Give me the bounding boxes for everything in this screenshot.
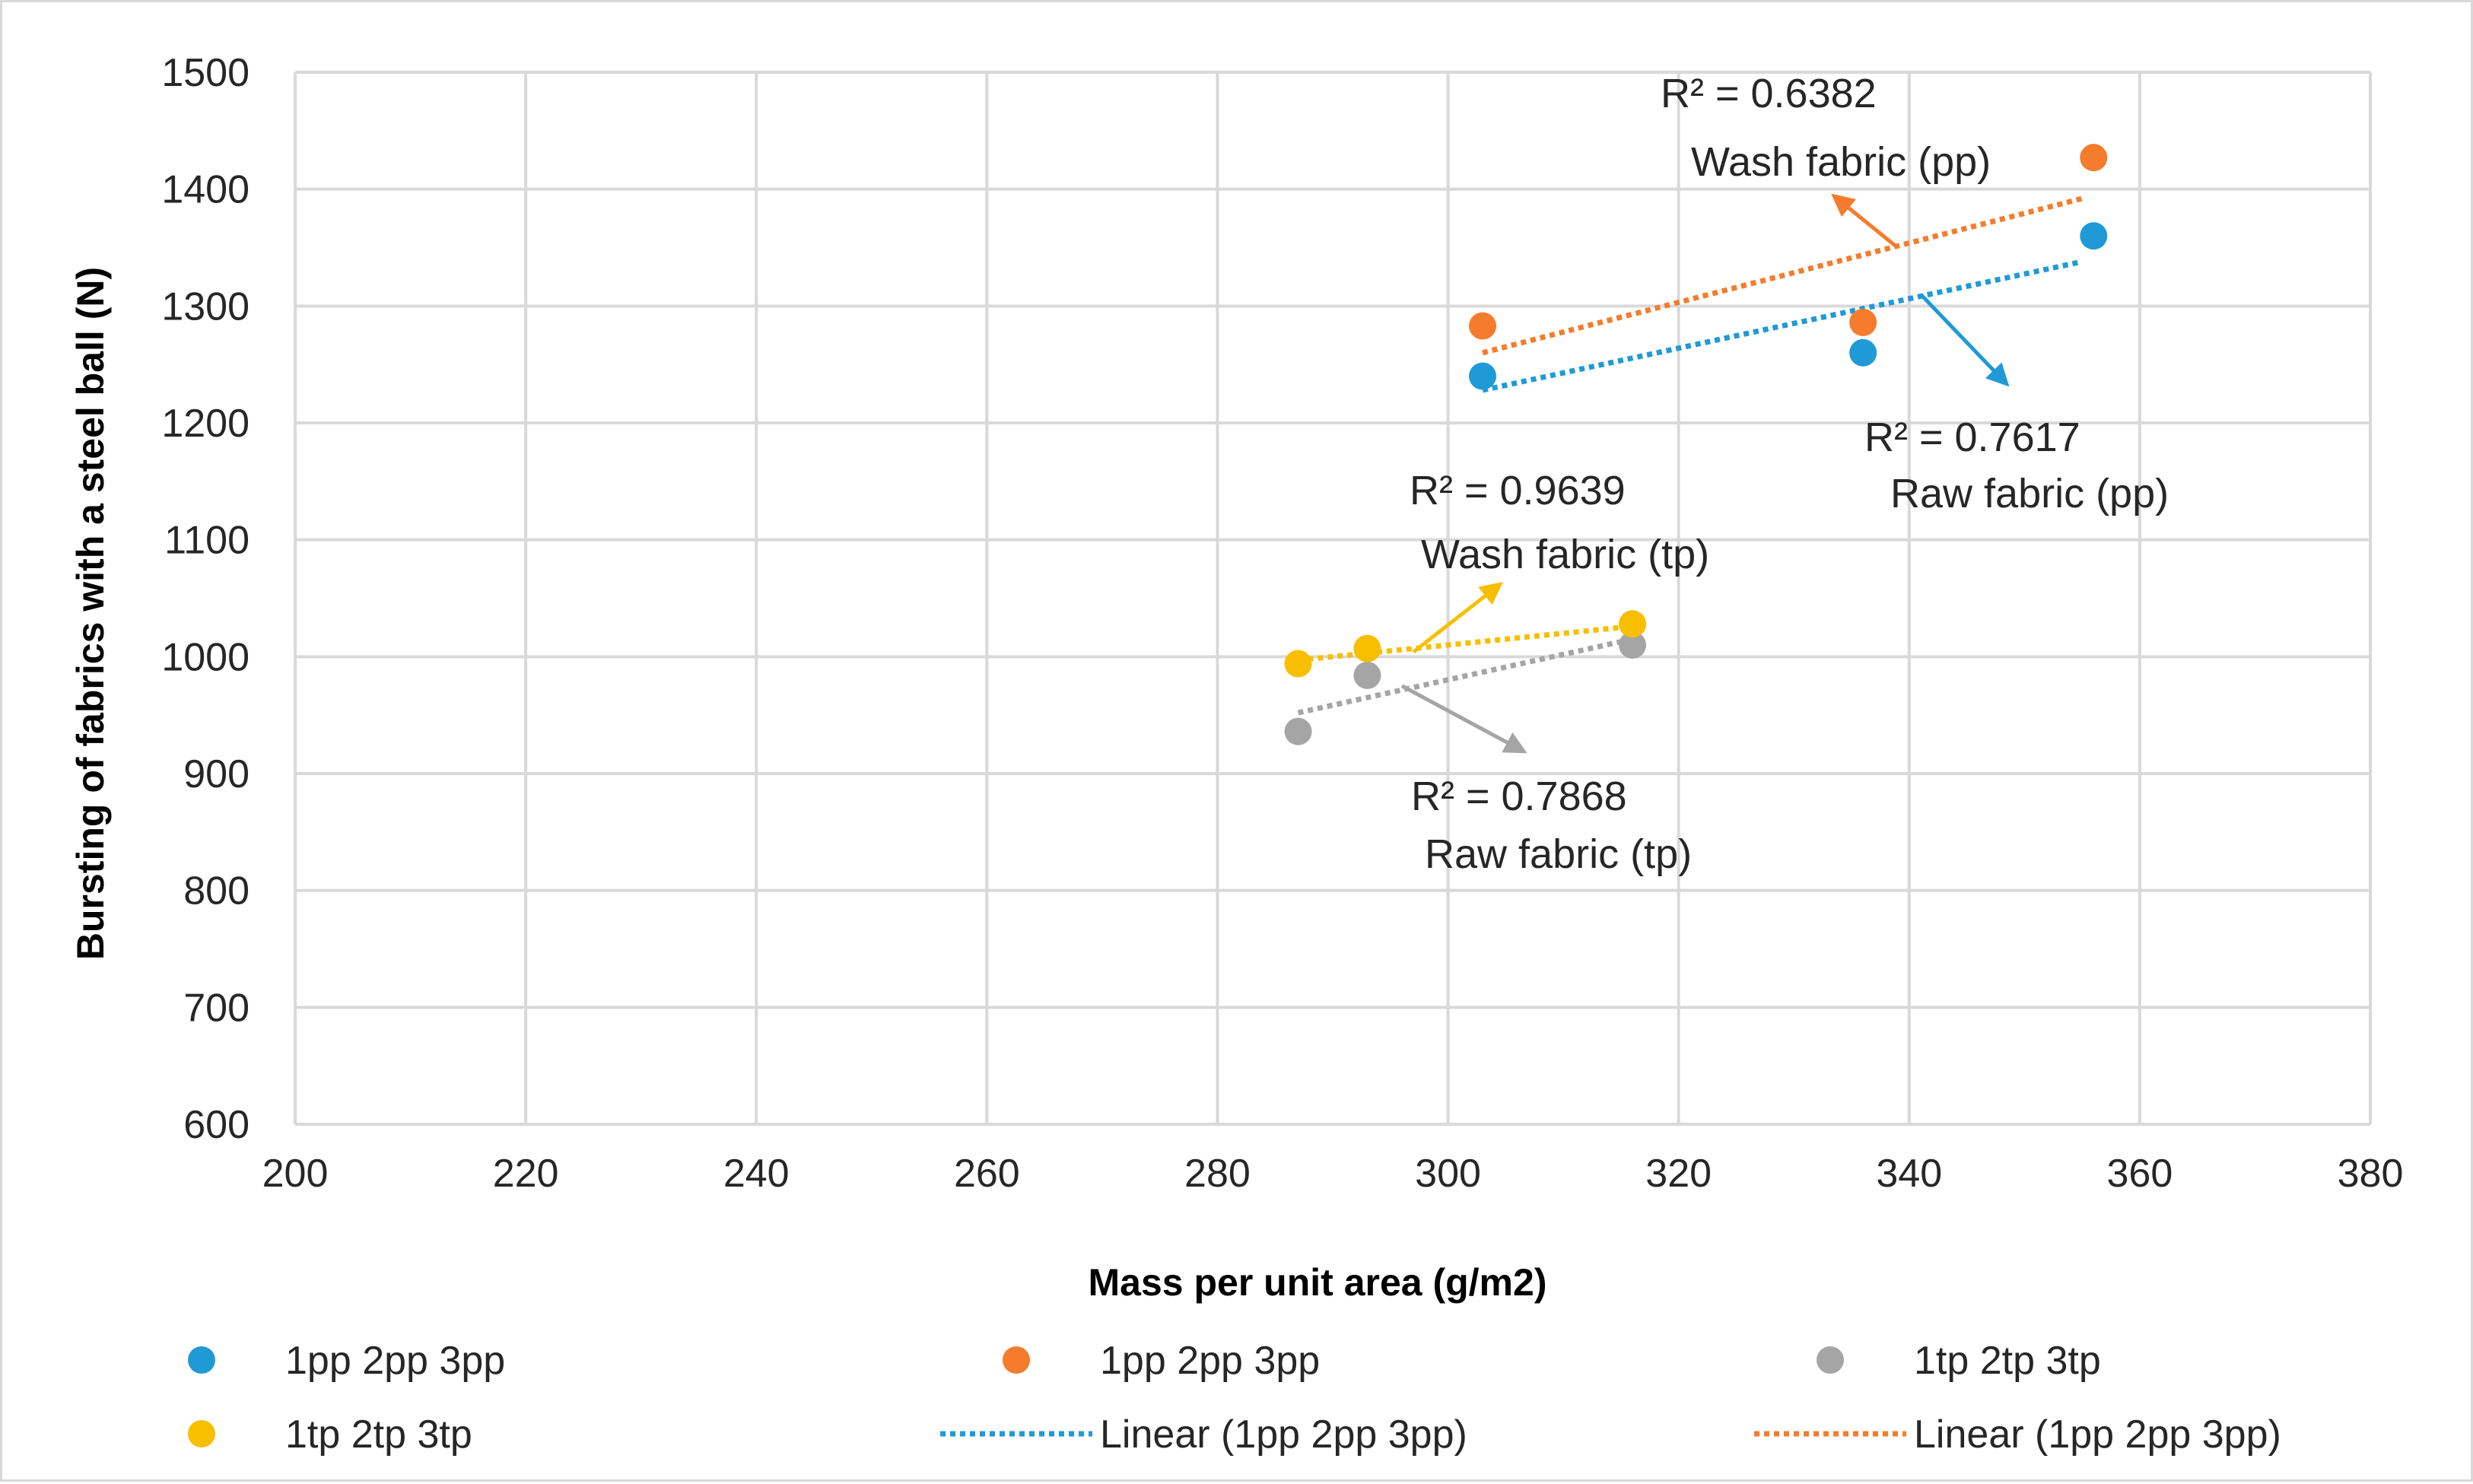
annotation-r2: R² = 0.7617 xyxy=(1864,415,2080,460)
annotations: R² = 0.6382 Wash fabric (pp) R² = 0.7617 Ra… xyxy=(1400,71,2169,877)
data-point xyxy=(2080,222,2108,250)
y-tick-label: 700 xyxy=(183,986,250,1030)
y-tick-label: 1100 xyxy=(164,519,250,563)
trendline xyxy=(1297,636,1633,716)
data-point xyxy=(1849,338,1877,367)
data-point xyxy=(1469,312,1497,340)
data-point xyxy=(1849,308,1877,336)
legend-marker xyxy=(1817,1346,1844,1374)
annotation-arrow xyxy=(1831,193,1899,249)
annotation-r2: R² = 0.7868 xyxy=(1411,774,1627,819)
legend: 1pp 2pp 3pp 1pp 2pp 3pp 1tp 2tp 3tp 1tp 2tp… xyxy=(188,1339,2281,1457)
x-tick-label: 320 xyxy=(1645,1152,1712,1196)
y-tick-label: 800 xyxy=(183,869,250,914)
y-tick-label: 1300 xyxy=(161,284,250,329)
data-points xyxy=(1284,144,2108,745)
data-point xyxy=(1353,634,1381,663)
legend-marker xyxy=(188,1346,215,1374)
x-axis-title: Mass per unit area (g/m2) xyxy=(1089,1261,1547,1304)
annotation-label: Raw fabric (tp) xyxy=(1425,831,1692,877)
trendlines xyxy=(1297,195,2083,716)
y-tick-label: 1400 xyxy=(161,168,250,212)
data-point xyxy=(2080,144,2108,172)
data-point xyxy=(1619,631,1647,659)
tick-labels: 200 220 240 260 280 300 320 340 360 380 600 700 800 9… xyxy=(161,51,2403,1196)
x-tick-label: 340 xyxy=(1876,1152,1942,1196)
annotation-label: Wash fabric (tp) xyxy=(1421,532,1709,577)
axis-titles: Mass per unit area (g/m2) Bursting of fa… xyxy=(69,267,1546,1304)
annotation-arrow xyxy=(1919,293,2010,387)
x-tick-label: 240 xyxy=(723,1152,790,1196)
x-tick-label: 220 xyxy=(493,1152,559,1196)
annotation-arrow xyxy=(1400,684,1527,754)
x-tick-label: 360 xyxy=(2107,1152,2173,1196)
trendline xyxy=(1482,259,2083,393)
x-tick-label: 200 xyxy=(262,1152,329,1196)
x-tick-label: 380 xyxy=(2338,1152,2404,1196)
legend-label: Linear (1pp 2pp 3pp) xyxy=(1100,1413,1467,1457)
legend-marker xyxy=(188,1420,215,1447)
annotation-r2: R² = 0.9639 xyxy=(1410,468,1626,513)
data-point xyxy=(1284,650,1312,678)
annotation-label: Wash fabric (pp) xyxy=(1691,139,1991,185)
y-tick-label: 900 xyxy=(183,752,250,796)
legend-marker xyxy=(1003,1346,1030,1374)
trendline xyxy=(1298,623,1633,663)
x-tick-label: 300 xyxy=(1415,1152,1481,1196)
annotation-r2: R² = 0.6382 xyxy=(1661,71,1877,116)
data-point xyxy=(1469,362,1497,390)
legend-label: 1pp 2pp 3pp xyxy=(285,1339,505,1383)
x-tick-label: 260 xyxy=(954,1152,1020,1196)
data-point xyxy=(1284,717,1312,745)
legend-label: 1pp 2pp 3pp xyxy=(1100,1339,1320,1383)
y-tick-label: 600 xyxy=(183,1103,250,1147)
y-tick-label: 1000 xyxy=(161,635,250,679)
trendline xyxy=(1482,195,2083,356)
legend-label: 1tp 2tp 3tp xyxy=(1914,1339,2101,1383)
gridlines xyxy=(294,71,2372,1126)
annotation-arrow xyxy=(1412,581,1503,654)
y-tick-label: 1200 xyxy=(161,402,250,446)
y-axis-title: Bursting of fabrics with a steel ball (N… xyxy=(69,267,112,960)
y-tick-label: 1500 xyxy=(161,51,250,95)
legend-label: 1tp 2tp 3tp xyxy=(285,1413,472,1457)
x-tick-label: 280 xyxy=(1184,1152,1251,1196)
data-point xyxy=(1353,661,1381,689)
legend-label: Linear (1pp 2pp 3pp) xyxy=(1914,1413,2281,1457)
data-point xyxy=(1619,610,1647,638)
annotation-label: Raw fabric (pp) xyxy=(1890,471,2169,516)
